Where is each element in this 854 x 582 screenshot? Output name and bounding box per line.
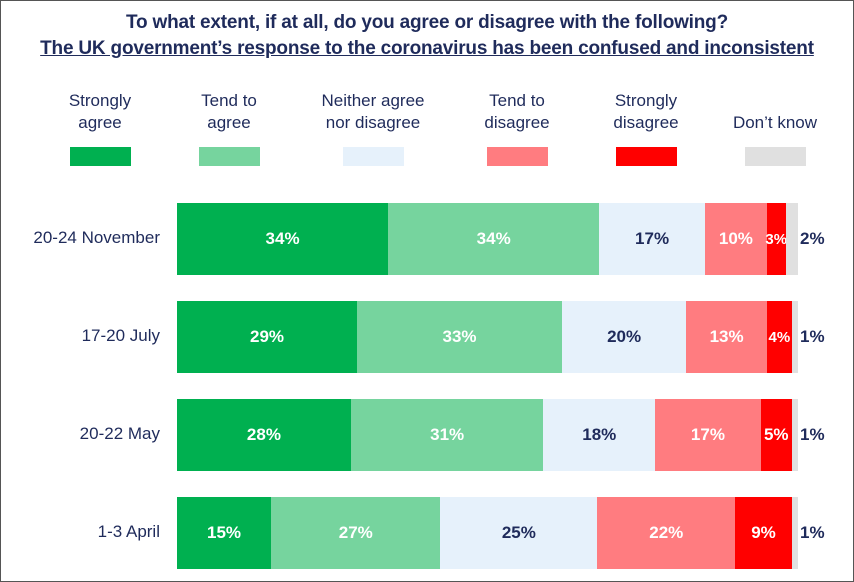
category-label-17-20-july: 17-20 July <box>81 326 160 345</box>
chart-subtitle: The UK government’s response to the coro… <box>40 38 814 59</box>
category-label-1-3-april: 1-3 April <box>97 522 160 541</box>
bar-segment-don-t-know <box>785 203 798 275</box>
data-label: 3% <box>765 230 788 248</box>
bar-segment-tend-to-agree: 31% <box>350 399 544 471</box>
bar-segment-strongly-disagree: 4% <box>766 301 792 373</box>
legend-label-line: Tend to <box>201 91 257 110</box>
legend-label-line <box>710 90 840 112</box>
category-label-20-24-november: 20-24 November <box>33 228 160 247</box>
bar-segment-don-t-know <box>791 497 798 569</box>
data-label: 17% <box>690 425 725 444</box>
bar-segment-neither-agree-nor-disagree: 18% <box>543 399 656 471</box>
bar-segment-strongly-agree: 15% <box>177 497 272 569</box>
bar-segment-strongly-agree: 34% <box>177 203 389 275</box>
bar-segment-strongly-disagree: 9% <box>735 497 792 569</box>
bar-segment-tend-to-disagree: 17% <box>655 399 761 471</box>
bar-segment-strongly-agree: 29% <box>177 301 358 373</box>
bar-segment-neither-agree-nor-disagree: 17% <box>599 203 705 275</box>
legend-label-strongly-agree: Strongly agree <box>35 90 165 134</box>
legend-label-strongly-disagree: Strongly disagree <box>581 90 711 134</box>
bar-segment-neither-agree-nor-disagree: 25% <box>440 497 598 569</box>
data-label: 28% <box>246 425 281 444</box>
legend-swatch-don-t-know <box>745 147 806 166</box>
legend-label-line: agree <box>78 113 122 132</box>
legend-label-line: Tend to <box>489 91 545 110</box>
data-label: 20% <box>607 327 642 346</box>
legend-label-line: disagree <box>613 113 679 132</box>
data-label: 22% <box>649 523 684 542</box>
data-label: 17% <box>635 229 670 248</box>
data-label: 34% <box>476 229 511 248</box>
legend-label-line: Strongly <box>68 91 132 110</box>
data-label: 29% <box>250 327 285 346</box>
data-label: 13% <box>709 327 744 346</box>
legend-swatch-tend-to-disagree <box>487 147 548 166</box>
bar-segment-strongly-agree: 28% <box>177 399 351 471</box>
data-label-dont-know: 2% <box>800 229 825 248</box>
data-label: 5% <box>763 425 789 444</box>
legend-label-line: Neither agree <box>321 91 425 110</box>
legend-label-neither-agree-nor-disagree: Neither agree nor disagree <box>308 90 438 134</box>
data-label: 15% <box>207 523 242 542</box>
data-label: 33% <box>442 327 477 346</box>
legend-swatch-tend-to-agree <box>199 147 260 166</box>
bar-segment-tend-to-disagree: 10% <box>704 203 767 275</box>
legend-swatch-strongly-agree <box>70 147 131 166</box>
bar-segment-don-t-know <box>791 399 798 471</box>
legend-label-line: nor disagree <box>325 113 421 132</box>
bar-segment-tend-to-disagree: 13% <box>686 301 767 373</box>
bar-segment-strongly-disagree: 5% <box>760 399 792 471</box>
data-label: 25% <box>501 523 536 542</box>
legend-label-line: agree <box>207 113 251 132</box>
data-label-dont-know: 1% <box>800 327 825 346</box>
legend-swatch-strongly-disagree <box>616 147 677 166</box>
bar-segment-strongly-disagree: 3% <box>765 203 788 275</box>
legend-label-line: Don’t know <box>732 113 818 132</box>
data-label: 34% <box>265 229 300 248</box>
legend-label-tend-to-disagree: Tend to disagree <box>452 90 582 134</box>
data-label: 4% <box>768 328 791 346</box>
legend-label-line: disagree <box>484 113 550 132</box>
bar-segment-tend-to-agree: 34% <box>388 203 600 275</box>
category-label-20-22-may: 20-22 May <box>79 424 160 443</box>
data-label-dont-know: 1% <box>800 523 825 542</box>
data-label: 27% <box>338 523 373 542</box>
data-label: 10% <box>718 229 753 248</box>
chart-title: To what extent, if at all, do you agree … <box>126 12 728 33</box>
legend-label-don-t-know: Don’t know <box>710 90 840 134</box>
legend-label-tend-to-agree: Tend to agree <box>164 90 294 134</box>
data-label: 18% <box>582 425 617 444</box>
legend-swatch-neither-agree-nor-disagree <box>343 147 404 166</box>
legend-label-line: Strongly <box>614 91 678 110</box>
data-label: 9% <box>751 523 776 542</box>
data-label: 31% <box>430 425 465 444</box>
bar-segment-don-t-know <box>791 301 798 373</box>
bar-segment-tend-to-disagree: 22% <box>597 497 736 569</box>
bar-segment-tend-to-agree: 27% <box>271 497 441 569</box>
bar-segment-tend-to-agree: 33% <box>357 301 562 373</box>
bar-segment-neither-agree-nor-disagree: 20% <box>562 301 687 373</box>
data-label-dont-know: 1% <box>800 425 825 444</box>
